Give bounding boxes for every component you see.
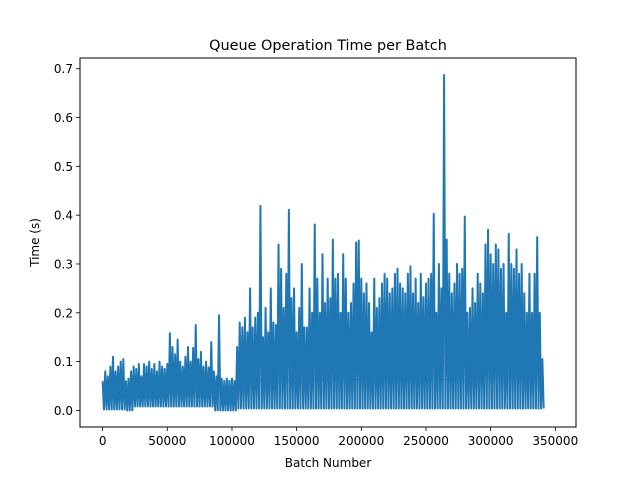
x-axis-label: Batch Number	[285, 456, 372, 470]
y-tick-label: 0.4	[54, 209, 73, 223]
x-tick-label: 50000	[148, 434, 186, 448]
x-tick-label: 250000	[403, 434, 449, 448]
y-tick-label: 0.3	[54, 257, 73, 271]
series-layer	[101, 74, 545, 412]
x-axis-ticks: 0 50000 100000 150000 200000 250000 300000 3500…	[99, 427, 578, 448]
y-tick-label: 0.1	[54, 355, 73, 369]
x-tick-label: 200000	[338, 434, 384, 448]
x-tick-label: 100000	[209, 434, 255, 448]
x-tick-label: 0	[99, 434, 107, 448]
y-axis-label: Time (s)	[28, 218, 42, 268]
y-tick-label: 0.6	[54, 111, 73, 125]
y-axis-ticks: 0.0 0.1 0.2 0.3 0.4 0.5 0.6 0.7	[54, 62, 80, 418]
series-line-0	[101, 74, 545, 412]
y-tick-label: 0.2	[54, 306, 73, 320]
plot-frame	[79, 57, 577, 428]
x-tick-label: 350000	[532, 434, 578, 448]
x-tick-label: 300000	[468, 434, 514, 448]
chart-title: Queue Operation Time per Batch	[209, 38, 447, 54]
y-tick-label: 0.5	[54, 160, 73, 174]
x-tick-label: 150000	[274, 434, 320, 448]
y-tick-label: 0.0	[54, 404, 73, 418]
y-tick-label: 0.7	[54, 62, 73, 76]
